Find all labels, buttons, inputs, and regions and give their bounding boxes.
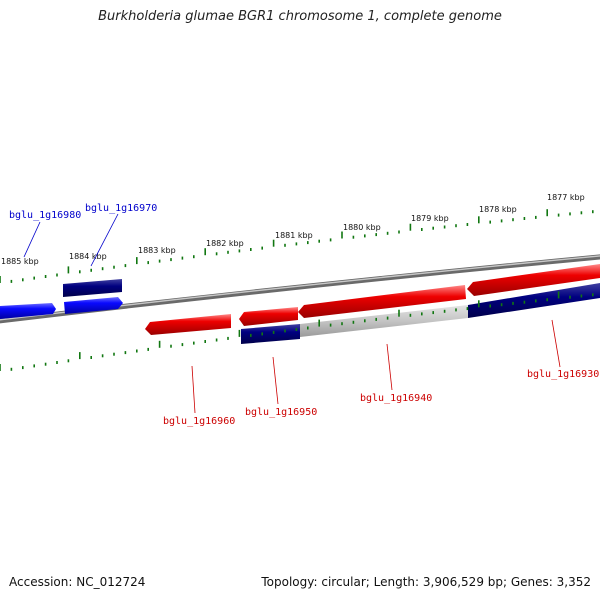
gene-label-bglu-1g16930[interactable]: bglu_1g16930: [527, 369, 599, 380]
scale-ticks-upper: [0, 209, 594, 283]
scale-ticks-lower: [0, 291, 594, 371]
gene-feature-bglu-1g16930[interactable]: [467, 264, 600, 296]
scale-label: 1881 kbp: [275, 231, 313, 240]
gene-feature-bglu-1g16960[interactable]: [145, 314, 231, 335]
scale-label: 1885 kbp: [1, 257, 39, 266]
label-leader-line: [551, 319, 561, 368]
gene-feature-bglu-1g16940[interactable]: [298, 285, 466, 318]
scale-label: 1880 kbp: [343, 223, 381, 232]
label-leader-line: [191, 365, 196, 414]
label-leader-line: [386, 343, 393, 391]
gene-feature-bglu-1g16970[interactable]: [63, 279, 122, 297]
scale-label: 1878 kbp: [479, 205, 517, 214]
scale-label: 1879 kbp: [411, 214, 449, 223]
gene-feature-bglu-1g16980[interactable]: [0, 303, 56, 319]
gene-feature-bglu-1g16970-lower[interactable]: [64, 297, 123, 314]
gene-label-bglu-1g16970[interactable]: bglu_1g16970: [85, 203, 157, 214]
label-leader-line: [23, 221, 41, 258]
scale-label: 1884 kbp: [69, 252, 107, 261]
topology-summary: Topology: circular; Length: 3,906,529 bp…: [261, 575, 591, 589]
gene-feature-bglu-1g16940-lower[interactable]: [300, 305, 468, 337]
gene-feature-bglu-1g16950-lower[interactable]: [241, 324, 300, 344]
gene-label-bglu-1g16950[interactable]: bglu_1g16950: [245, 407, 317, 418]
accession-info: Accession: NC_012724: [9, 575, 146, 589]
label-leader-line: [90, 213, 119, 267]
gene-feature-bglu-1g16930-lower[interactable]: [468, 283, 600, 318]
reverse-gene-labels: bglu_1g16960 bglu_1g16950 bglu_1g16940 b…: [163, 319, 599, 427]
scale-label: 1883 kbp: [138, 246, 176, 255]
scale-labels: 1885 kbp 1884 kbp 1883 kbp 1882 kbp 1881…: [1, 193, 585, 266]
gene-label-bglu-1g16980[interactable]: bglu_1g16980: [9, 210, 81, 221]
label-leader-line: [272, 356, 279, 405]
scale-label: 1877 kbp: [547, 193, 585, 202]
forward-gene-labels: bglu_1g16980 bglu_1g16970: [9, 203, 157, 267]
scale-label: 1882 kbp: [206, 239, 244, 248]
gene-label-bglu-1g16960[interactable]: bglu_1g16960: [163, 416, 235, 427]
gene-label-bglu-1g16940[interactable]: bglu_1g16940: [360, 393, 432, 404]
gene-feature-bglu-1g16950[interactable]: [239, 307, 298, 326]
map-title: Burkholderia glumae BGR1 chromosome 1, c…: [98, 9, 502, 24]
